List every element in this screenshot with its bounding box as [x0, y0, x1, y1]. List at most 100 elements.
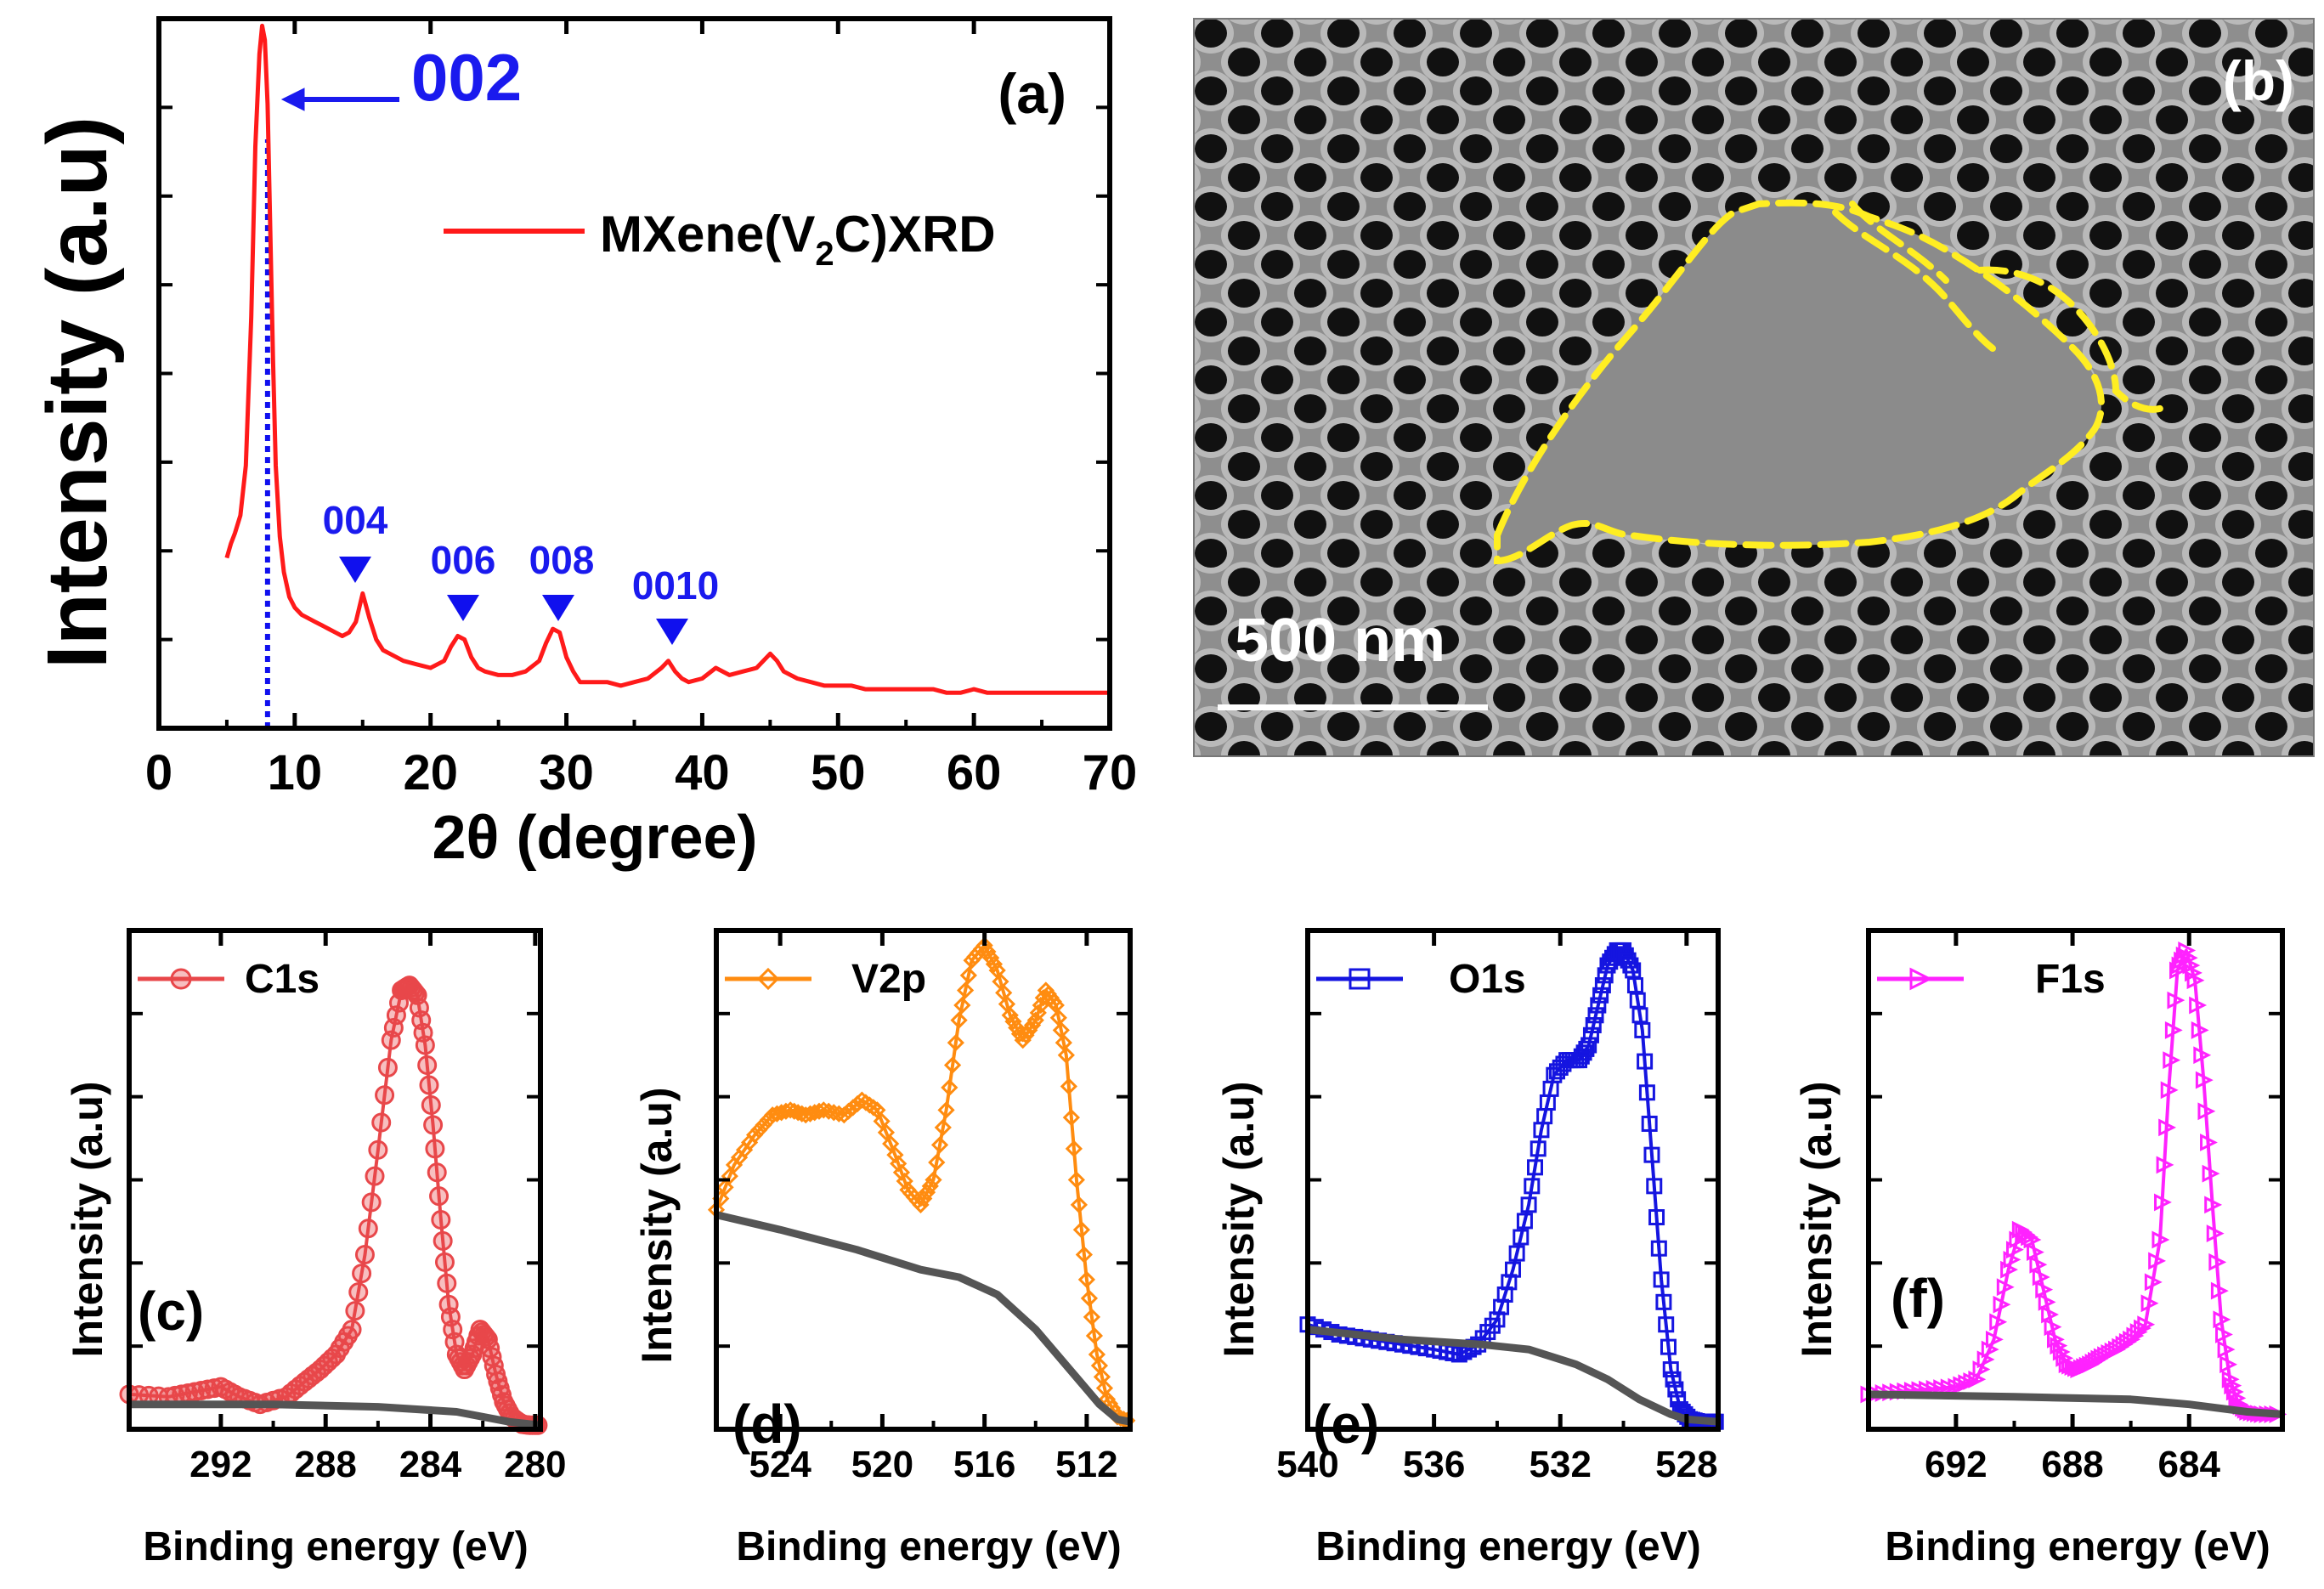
f-data-point — [2195, 1071, 2214, 1089]
c-data-point — [421, 1094, 441, 1115]
c-x-tick-label: 284 — [399, 1444, 462, 1485]
d-x-tick-label: 520 — [851, 1444, 913, 1485]
f-data-point — [2208, 1253, 2227, 1271]
d-data-point — [975, 936, 993, 954]
xrd-x-axis-label: 2θ (degree) — [432, 804, 757, 872]
c-data-point — [417, 1055, 438, 1075]
c-data-point — [371, 1112, 392, 1133]
peak-006-marker-icon — [447, 595, 479, 621]
e-data-point — [1665, 1371, 1682, 1388]
peak-label-002: 002 — [411, 40, 522, 115]
e-data-point — [1513, 1229, 1530, 1246]
d-x-tick-label: 524 — [749, 1444, 811, 1485]
d-data-point — [1004, 1013, 1022, 1031]
e-data-point — [1590, 997, 1607, 1014]
f1s-panel-label: (f) — [1891, 1268, 1945, 1329]
f-data-point — [2163, 1051, 2181, 1070]
e-data-point — [1653, 1271, 1670, 1288]
f-data-point — [2148, 1252, 2167, 1270]
o1s-chart: 540 536 532 528 O1s (e) Binding energy (eV)… — [1215, 928, 1724, 1569]
peak-label-0010: 0010 — [632, 563, 719, 608]
d-data-point — [1072, 1221, 1091, 1239]
e-data-point — [1594, 977, 1611, 994]
f-data-point — [2221, 1370, 2240, 1388]
flake-outline — [1494, 199, 2166, 565]
f-data-point — [2005, 1241, 2024, 1259]
d-data-point — [943, 1056, 962, 1074]
a-axes-frame — [156, 16, 1112, 731]
e-data-point — [1587, 1007, 1604, 1024]
xrd-legend: MXene(V2C)XRD — [444, 206, 996, 273]
a-x-tick-label: 0 — [145, 745, 172, 800]
f-data-point — [2156, 1156, 2174, 1174]
e-data-point — [1615, 942, 1632, 958]
o1s-panel-label: (e) — [1313, 1394, 1379, 1455]
d-data-point — [868, 1101, 886, 1119]
d-data-point — [953, 996, 971, 1015]
f1s-legend-label: F1s — [2035, 957, 2106, 1002]
e-data-point — [1650, 1240, 1667, 1257]
f-data-point — [2026, 1243, 2044, 1262]
e-data-point — [1582, 1026, 1599, 1043]
d-data-point — [1060, 1077, 1077, 1095]
f-data-point — [1989, 1313, 2008, 1332]
c1s-legend-label: C1s — [245, 957, 319, 1002]
e-data-point — [1524, 1178, 1541, 1195]
c-x-tick-label: 292 — [189, 1444, 252, 1485]
e-x-tick-label: 540 — [1276, 1444, 1338, 1485]
d-data-point — [928, 1153, 946, 1172]
peak-label-004: 004 — [323, 498, 388, 542]
c1s-chart: 292 288 284 280 C1s (c) Binding energy (eV)… — [64, 928, 567, 1569]
d-data-point — [721, 1167, 738, 1185]
d-data-point — [772, 1104, 790, 1122]
c-data-point — [354, 1245, 375, 1265]
xrd-legend-label: MXene(V2C)XRD — [600, 206, 996, 273]
d-data-point — [764, 1106, 782, 1124]
d-data-point — [1085, 1326, 1104, 1345]
d-data-point — [1057, 1046, 1075, 1064]
e-data-point — [1634, 1021, 1651, 1038]
f-data-point — [2032, 1268, 2050, 1286]
c1s-y-axis-label: Intensity (a.u) — [64, 1081, 111, 1357]
v2p-plot-area: 524 520 516 512 — [707, 928, 1136, 1485]
d-data-point — [947, 1033, 964, 1052]
d-data-point — [1077, 1270, 1096, 1289]
d-data-point — [937, 1101, 955, 1119]
f-data-point — [2215, 1326, 2233, 1343]
c-data-point — [427, 1162, 447, 1183]
e-data-point — [1617, 947, 1634, 964]
d-data-point — [716, 1179, 734, 1196]
peak-004-marker-icon — [339, 557, 371, 583]
d-markers — [707, 936, 1136, 1429]
f-data-point — [2189, 996, 2208, 1015]
e-data-point — [1622, 957, 1639, 974]
c-data-point — [377, 1057, 398, 1077]
e-data-point — [1625, 962, 1642, 979]
e-data-point — [1637, 1053, 1654, 1070]
f-data-point — [2210, 1281, 2229, 1300]
c1s-plot-area: 292 288 284 280 — [119, 928, 567, 1485]
e-data-point — [1662, 1361, 1679, 1378]
f-data-point — [2050, 1337, 2068, 1355]
peak-002-arrow-icon — [280, 88, 399, 111]
d-data-point — [882, 1134, 900, 1153]
c-data-point — [361, 1192, 382, 1213]
e-data-point — [1655, 1293, 1672, 1310]
f1s-x-axis-label: Binding energy (eV) — [1885, 1524, 2270, 1569]
c-data-point — [365, 1166, 385, 1186]
e-data-point — [1629, 992, 1646, 1009]
a-x-tick-label: 50 — [811, 745, 866, 800]
d-data-point — [1008, 1019, 1026, 1037]
f-data-point — [2204, 1196, 2223, 1214]
f1s-y-axis-label: Intensity (a.u) — [1793, 1081, 1841, 1357]
v2p-y-axis-label: Intensity (a.u) — [633, 1087, 681, 1363]
c-x-tick-label: 288 — [294, 1444, 356, 1485]
d-data-point — [750, 1121, 768, 1139]
sem-panel-label: (b) — [2223, 49, 2294, 112]
d-data-point — [1075, 1246, 1094, 1264]
o1s-x-axis-label: Binding energy (eV) — [1315, 1524, 1700, 1569]
d-data-point — [982, 949, 1000, 967]
v2p-chart: 524 520 516 512 V2p (d) Binding energy (eV)… — [633, 928, 1136, 1569]
d-data-point — [755, 1116, 772, 1134]
